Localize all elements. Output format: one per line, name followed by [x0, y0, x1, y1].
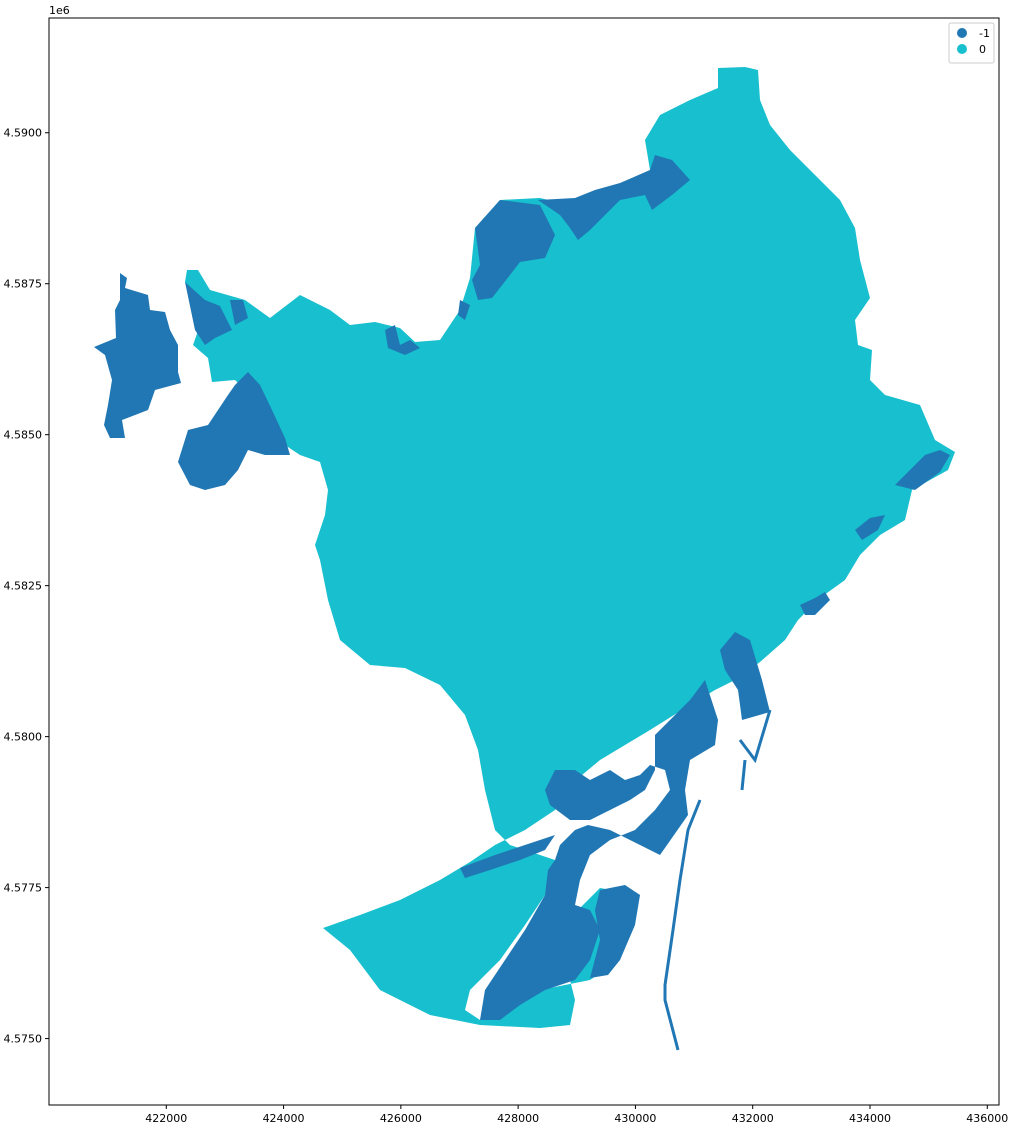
region-category-neg1-north-ridge: [472, 200, 555, 300]
region-category-neg1-port-main: [480, 680, 718, 1020]
axes-frame: [48, 17, 1000, 1106]
y-tick-label: 4.5900: [4, 127, 43, 140]
legend-marker: [957, 28, 967, 38]
x-tick-label: 422000: [145, 1112, 187, 1125]
y-tick-label: 4.5825: [4, 580, 43, 593]
legend-label: -1: [979, 27, 990, 40]
region-category-neg1-east-coast-2: [855, 515, 885, 540]
region-category-neg1-center-north-patch: [385, 325, 420, 355]
x-tick-label: 424000: [263, 1112, 305, 1125]
y-tick-label: 4.5875: [4, 278, 43, 291]
region-category-neg1-port-north: [720, 632, 770, 720]
region-category-neg1-west-mountain: [178, 372, 290, 490]
region-category-neg1-northwest-strip: [185, 282, 232, 345]
x-tick-label: 436000: [966, 1112, 1008, 1125]
region-category-neg1-north-patch: [458, 300, 470, 320]
x-tick-label: 430000: [614, 1112, 656, 1125]
region-category-neg1-east-coast-3: [800, 592, 830, 615]
x-tick-label: 426000: [380, 1112, 422, 1125]
region-category-neg1-north-ridge-2: [538, 155, 690, 240]
region-category-neg1-pier: [740, 759, 747, 791]
x-tick-label: 432000: [732, 1112, 774, 1125]
map-area: [94, 67, 955, 1051]
legend: -10: [948, 22, 995, 64]
y-axis: 4.5750 4.5775 4.5800 4.5825 4.5850 4.5875 4.59…: [4, 127, 49, 1046]
region-category-neg1-breakwater: [663, 709, 772, 1051]
x-tick-label: 434000: [849, 1112, 891, 1125]
x-tick-label: 428000: [497, 1112, 539, 1125]
x-axis: 422000 424000 426000 428000 430000 432000 4340…: [145, 1105, 1008, 1125]
y-offset-label: 1e6: [49, 4, 70, 17]
y-tick-label: 4.5850: [4, 429, 43, 442]
region-category-neg1-west-island: [94, 273, 181, 438]
region-category-neg1-northwest-patch: [230, 300, 248, 325]
region-category-neg1-port-south: [590, 885, 640, 978]
legend-marker: [957, 44, 967, 54]
region-category-0-main: [185, 67, 955, 1028]
region-category-neg1-southwest-strip: [460, 835, 555, 878]
y-tick-label: 4.5775: [4, 882, 43, 895]
y-tick-label: 4.5750: [4, 1033, 43, 1046]
region-category-neg1-east-coast: [895, 450, 950, 490]
y-tick-label: 4.5800: [4, 731, 43, 744]
legend-label: 0: [979, 43, 986, 56]
